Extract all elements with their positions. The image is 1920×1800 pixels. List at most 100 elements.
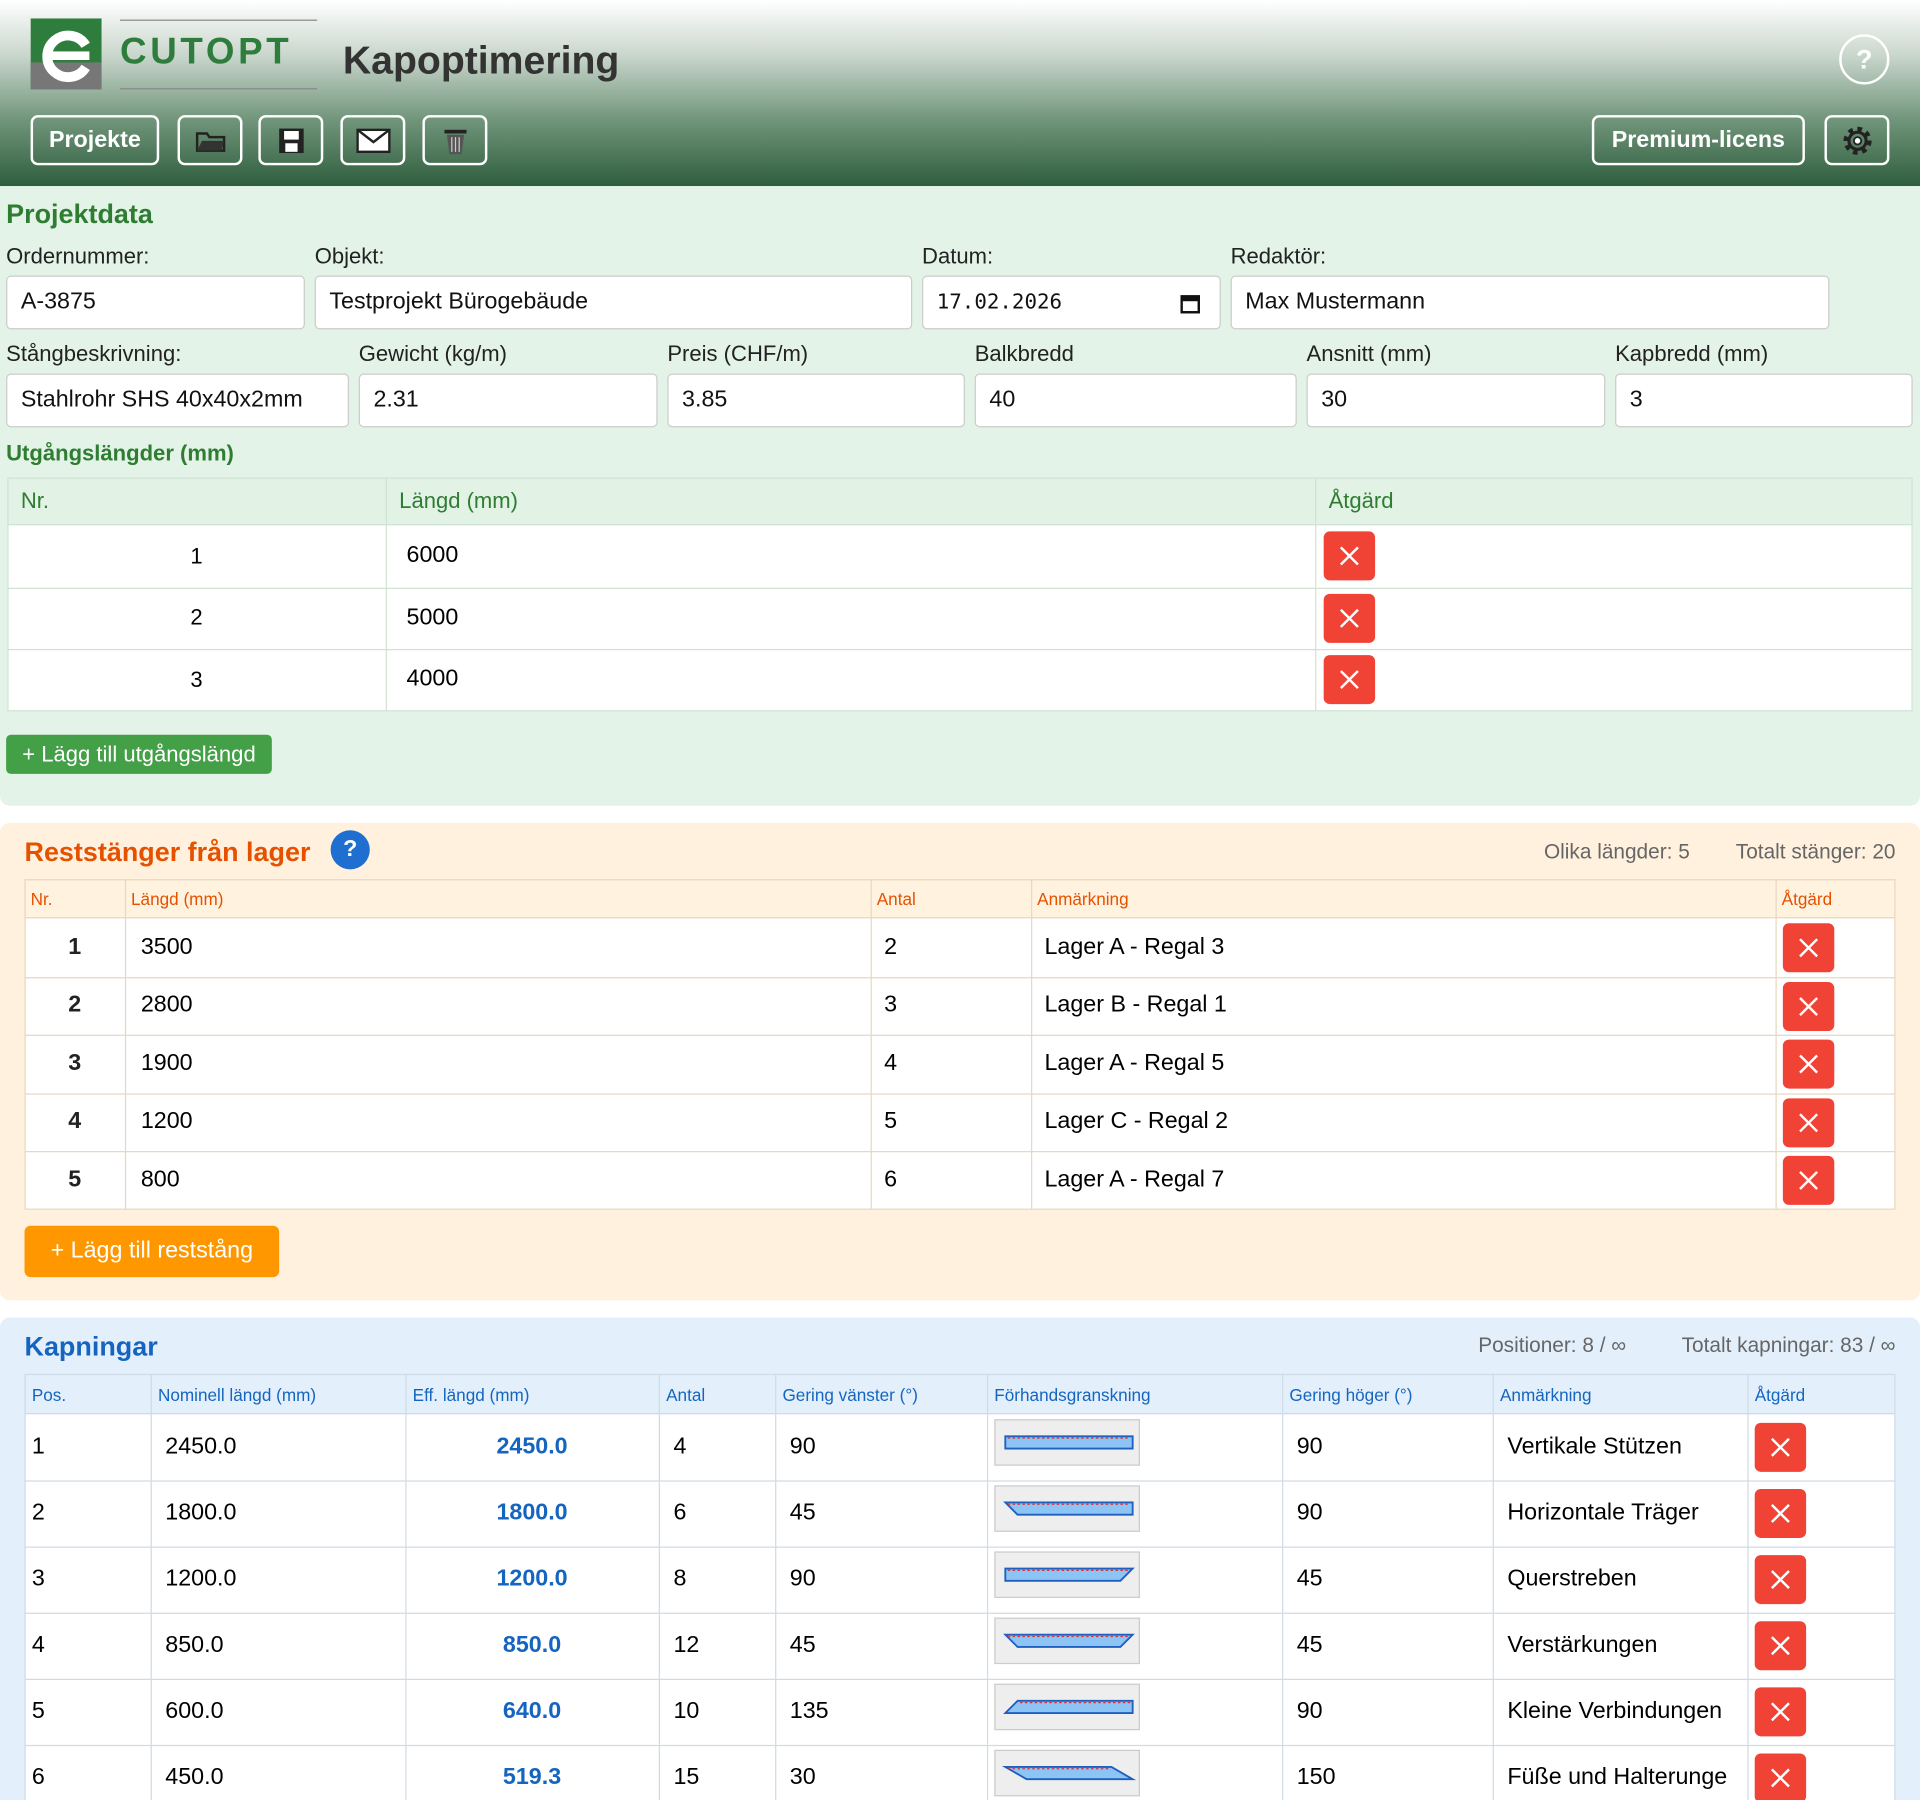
column-header: Anmärkning bbox=[1037, 888, 1129, 909]
cell-value: 150 bbox=[1296, 1764, 1336, 1791]
text-input[interactable]: 2.31 bbox=[358, 373, 658, 428]
close-icon bbox=[1770, 1636, 1790, 1656]
column-header: Eff. längd (mm) bbox=[412, 1384, 530, 1404]
row-divider bbox=[7, 587, 1913, 589]
delete-button[interactable] bbox=[1323, 655, 1376, 705]
column-divider bbox=[385, 477, 387, 711]
help-button[interactable]: ? bbox=[1839, 34, 1890, 85]
cell-length: 5000 bbox=[406, 604, 459, 631]
delete-button[interactable] bbox=[1323, 593, 1376, 643]
column-divider bbox=[775, 1373, 777, 1800]
cell-nr: 1 bbox=[190, 543, 203, 568]
column-header: Åtgärd bbox=[1328, 488, 1394, 514]
add-button[interactable]: + Lägg till utgångslängd bbox=[6, 734, 272, 774]
cut-shape bbox=[1003, 1699, 1134, 1714]
save-button[interactable] bbox=[258, 115, 324, 166]
column-header: Gering höger (°) bbox=[1289, 1384, 1413, 1404]
column-header: Anmärkning bbox=[1500, 1384, 1592, 1404]
delete-button[interactable] bbox=[1782, 981, 1835, 1031]
column-header: Nominell längd (mm) bbox=[157, 1384, 317, 1404]
text-input[interactable]: Testprojekt Bürogebäude bbox=[314, 275, 913, 330]
cell-eff-length: 850.0 bbox=[502, 1632, 562, 1658]
close-icon bbox=[1799, 1112, 1819, 1132]
cut-shape bbox=[1004, 1435, 1134, 1450]
text-input[interactable]: 17.02.2026 bbox=[922, 275, 1221, 330]
cell-value: 8 bbox=[673, 1566, 687, 1592]
cell-nr: 4 bbox=[68, 1108, 82, 1134]
close-icon bbox=[1770, 1504, 1790, 1523]
text-input[interactable]: A-3875 bbox=[6, 275, 305, 330]
column-header: Antal bbox=[666, 1384, 706, 1404]
delete-button[interactable] bbox=[1782, 1039, 1835, 1089]
folder-icon bbox=[195, 131, 225, 152]
text-input[interactable]: Max Mustermann bbox=[1230, 275, 1830, 330]
cut-preview bbox=[994, 1617, 1141, 1665]
add-button[interactable]: + Lägg till reststång bbox=[24, 1225, 280, 1278]
table-header bbox=[24, 1373, 1896, 1415]
delete-button[interactable] bbox=[1754, 1488, 1807, 1538]
logo-line bbox=[120, 19, 318, 21]
projects-button[interactable]: Projekte bbox=[30, 115, 160, 166]
settings-button[interactable] bbox=[1824, 115, 1890, 166]
trash-icon bbox=[443, 129, 466, 154]
premium-button[interactable]: Premium-licens bbox=[1591, 115, 1805, 166]
column-divider bbox=[1315, 477, 1317, 711]
text-input[interactable]: 30 bbox=[1306, 373, 1606, 428]
cell-value: 30 bbox=[789, 1764, 816, 1791]
delete-project-button[interactable] bbox=[422, 115, 488, 166]
cell-value: 5 bbox=[31, 1698, 45, 1725]
cell-count: 3 bbox=[884, 991, 898, 1018]
cut-shape bbox=[1003, 1501, 1134, 1516]
delete-button[interactable] bbox=[1754, 1753, 1807, 1800]
column-divider bbox=[1031, 879, 1033, 1210]
delete-button[interactable] bbox=[1754, 1621, 1807, 1671]
cell-nr: 3 bbox=[190, 666, 203, 692]
cell-value: 6 bbox=[673, 1500, 687, 1526]
column-header: Pos. bbox=[31, 1384, 67, 1404]
input-value: A-3875 bbox=[20, 288, 96, 315]
cell-value: 1800.0 bbox=[165, 1500, 237, 1526]
open-button[interactable] bbox=[177, 115, 243, 166]
cell-eff-length: 519.3 bbox=[502, 1764, 562, 1791]
column-header: Åtgärd bbox=[1754, 1384, 1806, 1404]
text-input[interactable]: 3 bbox=[1615, 373, 1913, 428]
cell-note: Lager A - Regal 7 bbox=[1044, 1166, 1225, 1193]
text-input[interactable]: Stahlrohr SHS 40x40x2mm bbox=[6, 373, 349, 428]
delete-button[interactable] bbox=[1323, 531, 1376, 581]
cell-nr: 2 bbox=[190, 604, 203, 630]
input-value: Testprojekt Bürogebäude bbox=[329, 288, 589, 315]
stat: Totalt stänger: 20 bbox=[1735, 840, 1896, 864]
delete-button[interactable] bbox=[1782, 923, 1835, 973]
field-label: Datum: bbox=[922, 243, 994, 269]
field-label: Kapbredd (mm) bbox=[1615, 341, 1769, 367]
cell-value: 90 bbox=[1296, 1433, 1323, 1460]
cell-note: Lager A - Regal 3 bbox=[1044, 933, 1225, 960]
delete-button[interactable] bbox=[1754, 1422, 1807, 1472]
section-heading: Projektdata bbox=[6, 198, 153, 229]
cut-preview bbox=[994, 1485, 1141, 1532]
delete-button[interactable] bbox=[1754, 1687, 1807, 1737]
column-header: Längd (mm) bbox=[131, 888, 224, 909]
column-header: Förhandsgranskning bbox=[994, 1384, 1151, 1404]
delete-button[interactable] bbox=[1754, 1555, 1807, 1605]
column-divider bbox=[986, 1373, 989, 1800]
column-divider bbox=[1775, 879, 1777, 1210]
delete-button[interactable] bbox=[1782, 1097, 1835, 1147]
row-divider bbox=[24, 1612, 1896, 1614]
column-header: Längd (mm) bbox=[399, 488, 518, 514]
cell-value: 6 bbox=[31, 1764, 45, 1791]
text-input[interactable]: 3.85 bbox=[667, 373, 965, 428]
cell-value: 450.0 bbox=[165, 1764, 224, 1791]
help-icon[interactable]: ? bbox=[330, 830, 370, 870]
delete-button[interactable] bbox=[1782, 1155, 1835, 1205]
mail-button[interactable] bbox=[340, 115, 406, 166]
calendar-icon[interactable] bbox=[1180, 293, 1201, 314]
text-input[interactable]: 40 bbox=[974, 373, 1297, 428]
cell-value: 1200.0 bbox=[165, 1566, 237, 1592]
stat: Positioner: 8 / ∞ bbox=[1478, 1333, 1627, 1357]
cell-length: 1900 bbox=[140, 1050, 193, 1076]
app-title: Kapoptimering bbox=[342, 37, 620, 83]
field-label: Objekt: bbox=[314, 243, 385, 269]
cell-length: 800 bbox=[140, 1166, 180, 1193]
